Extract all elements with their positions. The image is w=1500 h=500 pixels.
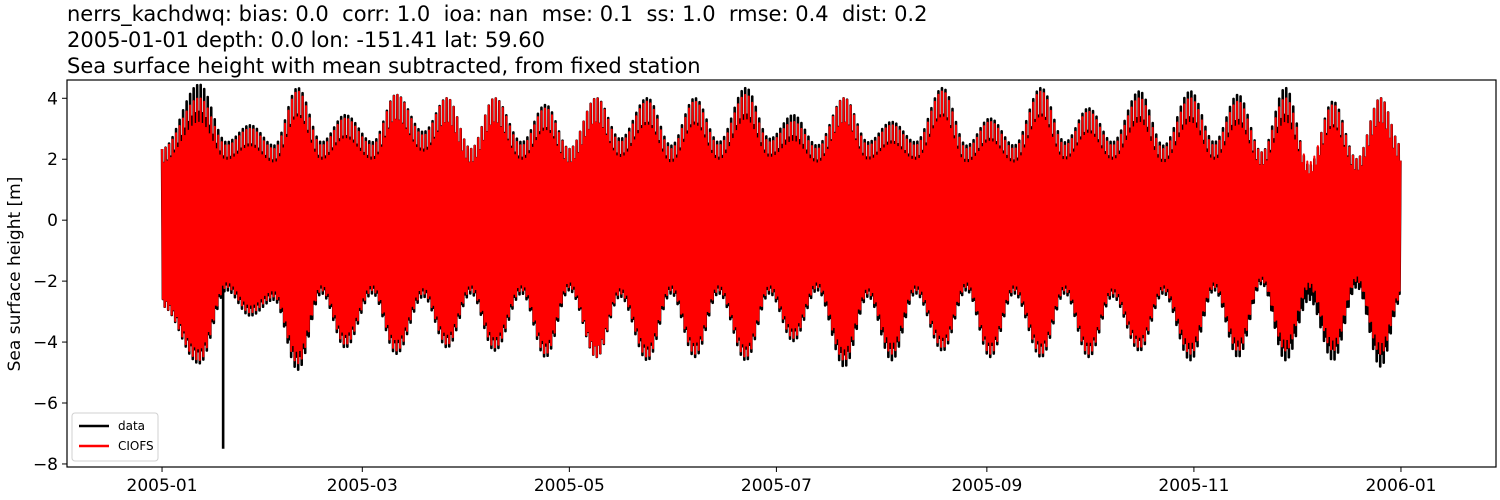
legend-data-label: data	[118, 419, 145, 433]
x-tick-label: 2005-01	[127, 476, 198, 496]
x-tick-label: 2006-01	[1365, 476, 1436, 496]
x-tick-label: 2005-09	[951, 476, 1022, 496]
x-tick-label: 2005-03	[327, 476, 398, 496]
y-tick-label: 2	[47, 150, 58, 170]
chart-title-location: 2005-01-01 depth: 0.0 lon: -151.41 lat: …	[67, 28, 545, 52]
chart-title-description: Sea surface height with mean subtracted,…	[67, 54, 701, 78]
series-data	[160, 83, 1402, 371]
x-tick-label: 2005-07	[741, 476, 812, 496]
axes-frame	[66, 79, 1497, 468]
y-axis-label: Sea surface height [m]	[5, 177, 25, 372]
chart-title-stats: nerrs_kachdwq: bias: 0.0 corr: 1.0 ioa: …	[67, 2, 928, 26]
y-tick-label: −6	[33, 394, 58, 414]
x-tick-label: 2005-11	[1158, 476, 1229, 496]
y-tick-label: −4	[33, 333, 58, 353]
y-tick-label: −8	[33, 455, 58, 475]
legend-ciofs-label: CIOFS	[118, 439, 154, 453]
x-tick-label: 2005-05	[534, 476, 605, 496]
y-tick-label: −2	[33, 272, 58, 292]
plot-area	[160, 83, 1402, 449]
y-axis: 4 2 0 −2 −4 −6 −8	[33, 89, 67, 475]
legend: data CIOFS	[71, 412, 159, 462]
y-tick-label: 4	[47, 89, 58, 109]
y-tick-label: 0	[47, 211, 58, 231]
series-ciofs	[161, 90, 1402, 365]
legend-box	[71, 412, 159, 462]
x-axis: 2005-01 2005-03 2005-05 2005-07 2005-09 2005-…	[127, 467, 1436, 496]
